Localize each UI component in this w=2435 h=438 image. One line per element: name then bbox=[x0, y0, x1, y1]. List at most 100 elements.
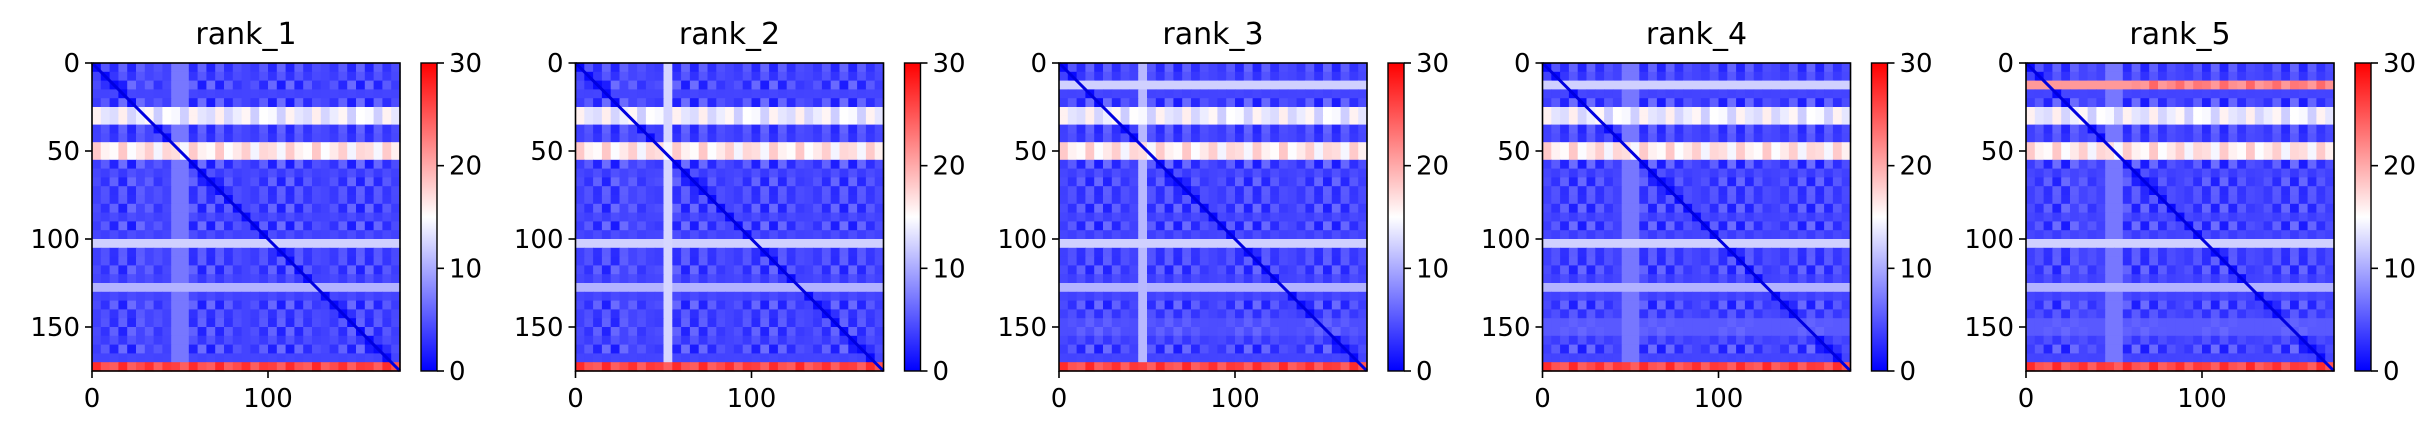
heatmap-cell bbox=[663, 309, 673, 319]
heatmap-cell bbox=[259, 71, 269, 82]
heatmap-cell bbox=[320, 89, 331, 99]
heatmap-cell bbox=[303, 256, 313, 266]
heatmap-cell bbox=[1551, 362, 1561, 372]
heatmap-cell bbox=[162, 318, 172, 328]
heatmap-cell bbox=[1164, 142, 1174, 152]
heatmap-cell bbox=[1059, 195, 1069, 205]
heatmap-cell bbox=[373, 318, 383, 328]
heatmap-cell bbox=[224, 256, 234, 266]
heatmap-cell bbox=[1340, 274, 1350, 284]
heatmap-cell bbox=[188, 335, 199, 346]
heatmap-cell bbox=[707, 230, 717, 240]
heatmap-cell bbox=[303, 80, 313, 90]
heatmap-cell bbox=[1305, 230, 1315, 240]
heatmap-cell bbox=[1542, 159, 1552, 170]
heatmap-cell bbox=[1138, 300, 1148, 310]
heatmap-cell bbox=[294, 115, 304, 126]
heatmap-cell bbox=[1612, 71, 1623, 82]
heatmap-cell bbox=[1621, 300, 1632, 310]
heatmap-cell bbox=[356, 186, 366, 196]
heatmap-cell bbox=[268, 274, 278, 284]
heatmap-cell bbox=[1771, 124, 1781, 134]
heatmap-cell bbox=[1358, 71, 1368, 82]
heatmap-cell bbox=[1753, 71, 1764, 82]
heatmap-cell bbox=[1700, 362, 1711, 372]
heatmap-cell bbox=[1323, 151, 1333, 161]
heatmap-cell bbox=[1604, 186, 1614, 196]
heatmap-cell bbox=[92, 283, 102, 293]
heatmap-cell bbox=[1138, 159, 1148, 170]
heatmap-cell bbox=[865, 256, 876, 266]
heatmap-cell bbox=[215, 335, 225, 346]
heatmap-cell bbox=[672, 256, 682, 266]
heatmap-cell bbox=[1639, 89, 1649, 99]
heatmap-cell bbox=[1147, 283, 1157, 293]
heatmap-cell bbox=[1806, 344, 1816, 354]
heatmap-cell bbox=[1771, 247, 1781, 258]
heatmap-cell bbox=[654, 195, 665, 205]
heatmap-cell bbox=[1762, 256, 1772, 266]
heatmap-cell bbox=[857, 309, 867, 319]
heatmap-cell bbox=[1577, 195, 1588, 205]
heatmap-cell bbox=[329, 344, 339, 354]
heatmap-cell bbox=[1656, 318, 1667, 328]
heatmap-cell bbox=[1639, 186, 1649, 196]
heatmap-cell bbox=[804, 327, 814, 337]
heatmap-cell bbox=[628, 221, 638, 231]
heatmap-cell bbox=[171, 274, 181, 284]
heatmap-cell bbox=[162, 362, 172, 372]
heatmap-cell bbox=[1568, 159, 1579, 170]
heatmap-cell bbox=[294, 309, 304, 319]
heatmap-cell bbox=[716, 335, 726, 346]
heatmap-cell bbox=[663, 291, 673, 302]
heatmap-cell bbox=[760, 107, 770, 117]
heatmap-cell bbox=[1780, 265, 1790, 275]
colorbar-tick-label: 20 bbox=[1416, 152, 1449, 182]
heatmap-cell bbox=[769, 335, 779, 346]
heatmap-cell bbox=[1314, 335, 1324, 346]
heatmap-cell bbox=[1753, 309, 1764, 319]
heatmap-cell bbox=[180, 177, 190, 187]
heatmap-cell bbox=[1630, 256, 1640, 266]
heatmap-cell bbox=[382, 274, 392, 284]
heatmap-cell bbox=[1806, 362, 1816, 372]
heatmap-cell bbox=[1815, 63, 1825, 73]
heatmap-cell bbox=[92, 151, 102, 161]
heatmap-cell bbox=[1568, 256, 1579, 266]
heatmap-cell bbox=[601, 177, 612, 187]
heatmap-cell bbox=[777, 195, 788, 205]
heatmap-cell bbox=[232, 151, 243, 161]
heatmap-cell bbox=[320, 151, 331, 161]
heatmap-cell bbox=[1164, 71, 1174, 82]
heatmap-cell bbox=[259, 142, 269, 152]
heatmap-cell bbox=[645, 186, 656, 196]
heatmap-cell bbox=[1586, 239, 1596, 249]
heatmap-cell bbox=[619, 362, 629, 372]
heatmap-cell bbox=[312, 221, 322, 231]
heatmap-cell bbox=[118, 247, 128, 258]
heatmap-cell bbox=[1709, 195, 1720, 205]
heatmap-cell bbox=[1331, 89, 1342, 99]
heatmap-cell bbox=[1771, 362, 1781, 372]
heatmap-cell bbox=[848, 63, 858, 73]
heatmap-cell bbox=[1665, 318, 1676, 328]
heatmap-cell bbox=[1094, 177, 1104, 187]
heatmap-cell bbox=[109, 265, 119, 275]
heatmap-cell bbox=[391, 133, 401, 143]
heatmap-cell bbox=[1788, 159, 1799, 170]
heatmap-cell bbox=[628, 212, 638, 222]
heatmap-cell bbox=[1076, 362, 1086, 372]
heatmap-cell bbox=[672, 186, 682, 196]
heatmap-cell bbox=[1551, 247, 1561, 258]
heatmap-cell bbox=[1700, 344, 1711, 354]
heatmap-cell bbox=[100, 159, 111, 170]
heatmap-cell bbox=[241, 203, 251, 214]
heatmap-cell bbox=[813, 124, 823, 134]
heatmap-cell bbox=[584, 221, 594, 231]
heatmap-cell bbox=[725, 247, 735, 258]
heatmap-cell bbox=[1235, 89, 1245, 99]
heatmap-cell bbox=[707, 221, 717, 231]
y-tick-label: 100 bbox=[514, 225, 564, 255]
heatmap-cell bbox=[144, 318, 155, 328]
heatmap-cell bbox=[1279, 344, 1289, 354]
